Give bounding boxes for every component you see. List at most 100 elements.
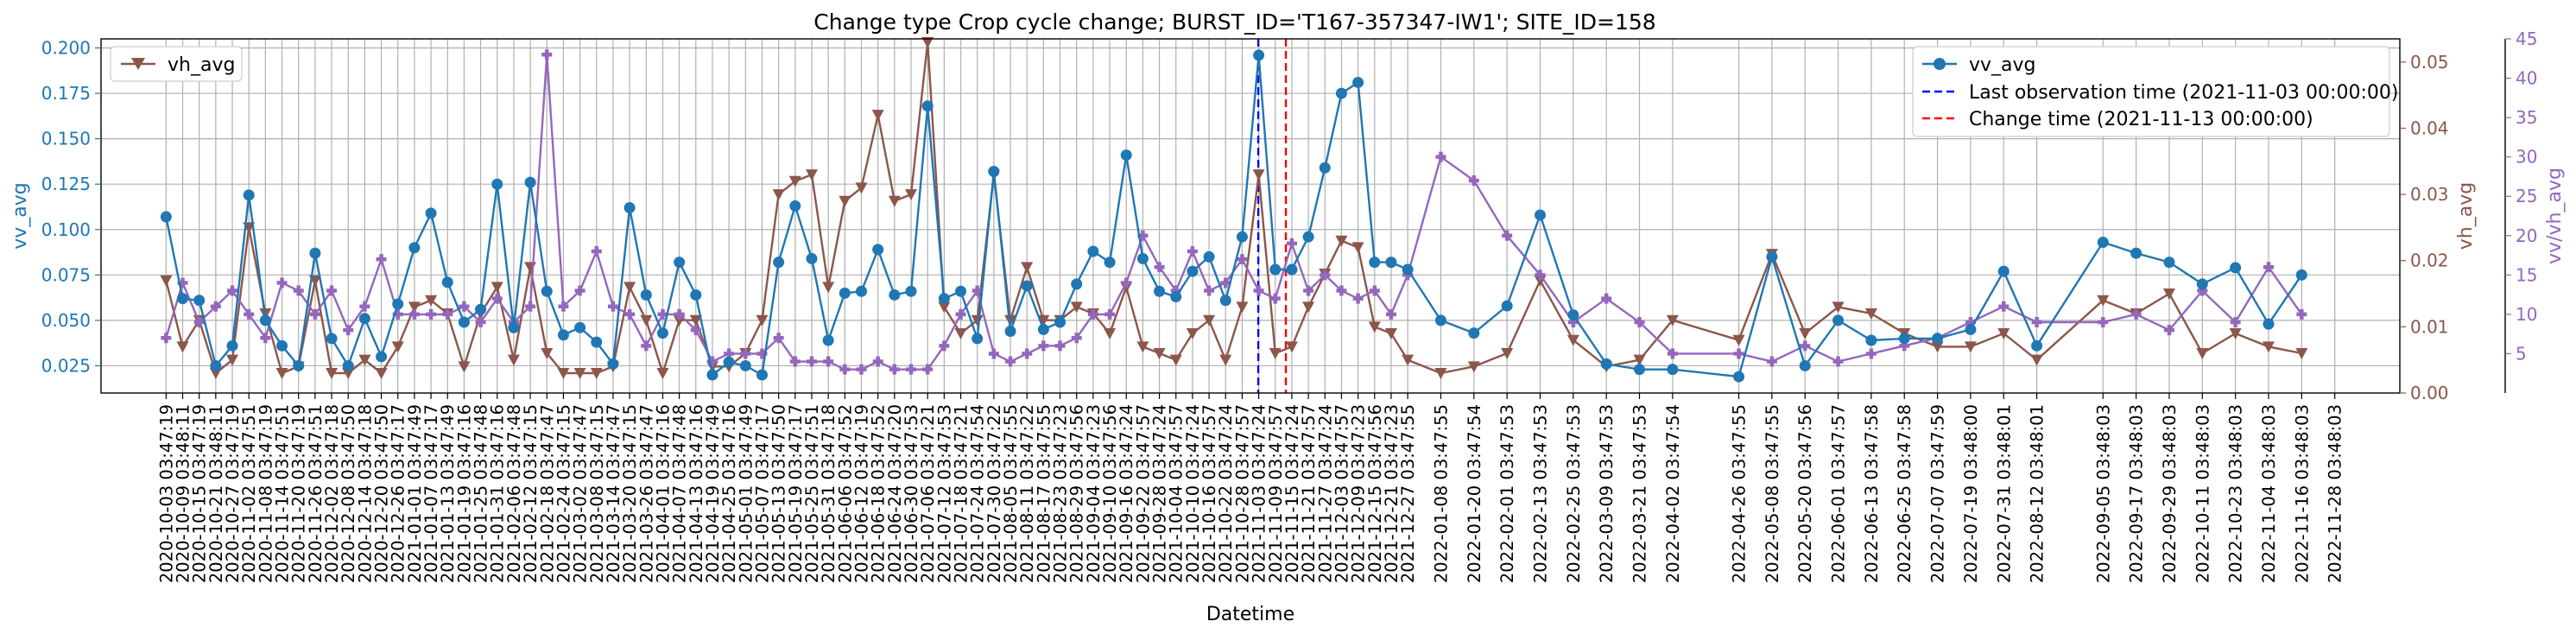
data-point: [1022, 348, 1033, 359]
data-point: [1054, 340, 1066, 352]
data-point: [491, 178, 503, 190]
x-tick-label: 2021-03-14 03:47:47: [604, 404, 623, 583]
x-tick-label: 2020-11-20 03:47:19: [289, 404, 309, 583]
x-tick-label: 2021-04-01 03:47:16: [653, 404, 673, 583]
x-tick-label: 2020-10-27 03:47:19: [223, 404, 243, 583]
data-point: [1368, 321, 1381, 333]
y-left-tick-label: 0.100: [41, 219, 91, 240]
data-point: [1667, 348, 1678, 359]
data-point: [623, 282, 636, 294]
data-point: [1352, 293, 1364, 304]
x-tick-label: 2021-09-22 03:47:57: [1133, 404, 1153, 583]
data-point: [1170, 291, 1182, 303]
plot-frame: [100, 38, 2401, 394]
data-point: [557, 329, 569, 341]
data-point: [938, 293, 950, 305]
x-tick-label: 2022-06-25 03:47:58: [1895, 404, 1915, 583]
x-tick-label: 2021-05-13 03:47:50: [769, 404, 789, 583]
x-tick-label: 2021-08-05 03:47:55: [1001, 404, 1021, 583]
data-point: [1799, 359, 1811, 371]
y-ratio-tick-label: 30: [2516, 147, 2537, 168]
data-point: [1286, 238, 1297, 249]
data-point: [1402, 354, 1415, 366]
x-tick-label: 2022-09-29 03:48:03: [2160, 404, 2180, 583]
data-point: [1253, 49, 1265, 61]
x-tick-label: 2021-01-13 03:47:49: [438, 404, 458, 583]
data-point: [1153, 348, 1166, 360]
data-point: [226, 354, 239, 366]
x-tick-label: 2022-11-16 03:48:03: [2292, 404, 2312, 583]
x-tick-label: 2021-10-22 03:47:24: [1216, 404, 1236, 583]
data-point: [1021, 280, 1033, 292]
legend-vh-marker: [131, 58, 145, 70]
x-tick-label: 2022-06-01 03:47:57: [1829, 404, 1849, 583]
data-point: [1004, 314, 1017, 327]
data-point: [1634, 317, 1645, 327]
data-point: [591, 336, 603, 348]
data-point: [1502, 230, 1513, 241]
data-point: [921, 36, 934, 48]
data-point: [2030, 354, 2043, 366]
x-tick-label: 2021-12-27 03:47:55: [1398, 404, 1418, 583]
data-point: [1286, 263, 1298, 276]
data-point: [193, 295, 206, 307]
data-point: [1832, 314, 1845, 327]
data-point: [541, 49, 553, 60]
data-point: [1204, 285, 1215, 296]
data-point: [905, 189, 918, 201]
x-tick-label: 2021-01-31 03:47:16: [488, 404, 508, 583]
data-point: [954, 328, 967, 340]
data-point: [1385, 308, 1396, 320]
data-point: [1799, 328, 1812, 340]
data-point: [1219, 295, 1231, 307]
data-point: [888, 195, 901, 207]
legend-last-obs-label: Last observation time (2021-11-03 00:00:…: [1969, 82, 2398, 104]
data-point: [872, 244, 884, 256]
data-point: [1087, 245, 1099, 257]
x-tick-label: 2021-04-25 03:47:16: [719, 404, 739, 583]
data-point: [789, 200, 801, 212]
x-tick-label: 2022-10-23 03:48:03: [2226, 404, 2246, 583]
x-tick-label: 2021-08-23 03:47:23: [1051, 404, 1071, 583]
data-point: [425, 295, 438, 307]
data-point: [343, 325, 354, 336]
data-point: [1402, 263, 1414, 276]
x-tick-label: 2021-08-17 03:47:55: [1034, 404, 1054, 583]
data-point: [1120, 149, 1132, 162]
x-tick-label: 2022-07-07 03:47:59: [1928, 404, 1948, 583]
data-point: [1467, 361, 1480, 373]
data-point: [2097, 295, 2110, 307]
data-point: [508, 321, 520, 333]
data-point: [1136, 341, 1149, 353]
x-tick-label: 2020-10-09 03:48:11: [174, 404, 193, 583]
data-point: [160, 211, 172, 223]
data-point: [690, 288, 702, 301]
data-point: [1285, 341, 1298, 353]
data-point: [1965, 323, 1977, 335]
data-point: [756, 314, 769, 327]
data-point: [1384, 328, 1397, 340]
x-tick-label: 2021-03-26 03:47:47: [636, 404, 656, 583]
data-point: [458, 316, 470, 328]
data-point: [275, 368, 288, 380]
data-point: [839, 195, 851, 207]
data-point: [872, 356, 883, 367]
x-tick-label: 2021-04-13 03:47:16: [687, 404, 706, 583]
data-point: [2230, 262, 2242, 274]
data-point: [459, 301, 470, 312]
data-point: [889, 364, 900, 375]
data-point: [1832, 301, 1845, 314]
x-tick-label: 2022-11-28 03:48:03: [2326, 404, 2345, 583]
y-vh-tick-label: 0.02: [2410, 250, 2449, 271]
y-vh-tick-label: 0.01: [2410, 316, 2449, 337]
data-point: [2130, 247, 2142, 259]
y-ratio-tick-label: 5: [2516, 343, 2527, 364]
data-point: [591, 246, 602, 257]
data-point: [855, 285, 867, 297]
data-point: [1269, 263, 1282, 276]
data-point: [210, 359, 222, 371]
y-ratio-tick-label: 10: [2516, 304, 2537, 325]
data-point: [1434, 314, 1446, 327]
data-point: [806, 356, 817, 367]
x-tick-label: 2020-12-20 03:47:50: [372, 404, 392, 583]
